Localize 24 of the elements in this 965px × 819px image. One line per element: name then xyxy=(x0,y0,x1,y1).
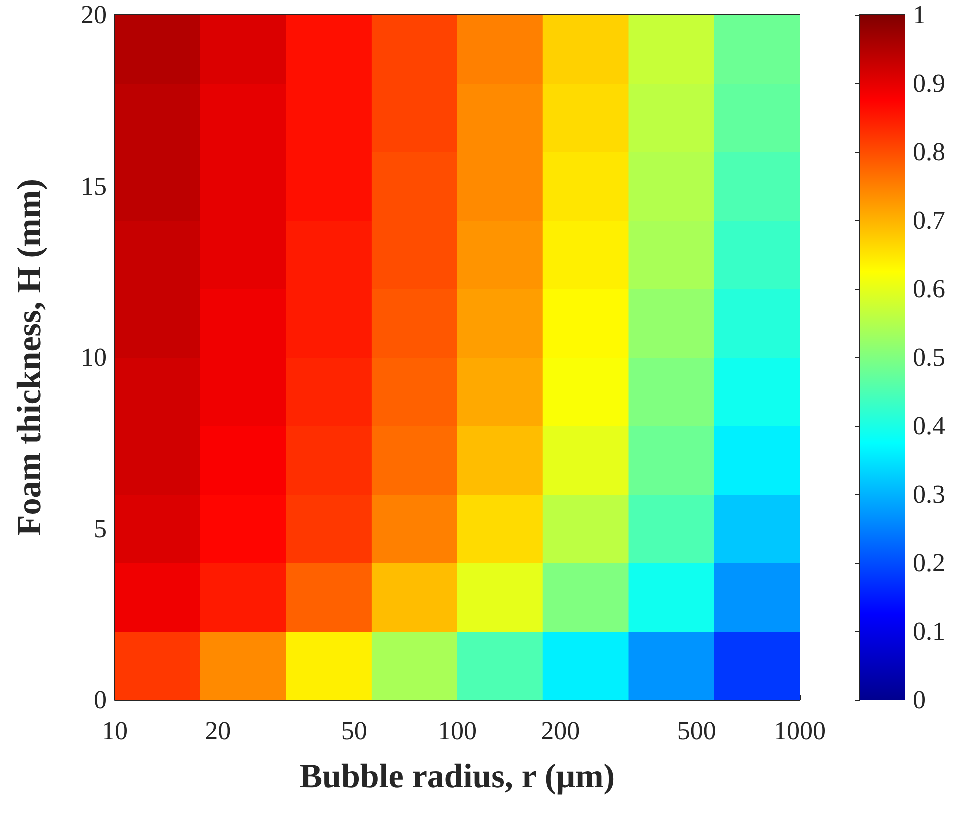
color-bar-label: 1 xyxy=(913,0,926,30)
x-tick-label: 200 xyxy=(541,716,580,746)
x-tick-label: 20 xyxy=(205,716,232,746)
y-tick-label: 10 xyxy=(81,343,107,372)
y-tick-label: 0 xyxy=(94,686,107,714)
y-axis-title: Foam thickness, H (mm) xyxy=(12,179,48,536)
y-tick-label: 15 xyxy=(81,172,107,201)
x-tick-label: 50 xyxy=(341,716,368,746)
color-bar-label: 0.4 xyxy=(913,412,946,440)
color-bar-label: 0.1 xyxy=(913,617,946,646)
color-bar-label: 0.6 xyxy=(913,274,946,304)
color-bar-label: 0.3 xyxy=(913,480,946,509)
y-tick-label: 20 xyxy=(81,0,107,30)
color-bar-label: 0.7 xyxy=(913,206,946,235)
color-bar-label: 0.9 xyxy=(913,69,946,98)
color-bar-label: 0 xyxy=(913,686,926,714)
color-bar-label: 0.8 xyxy=(913,138,946,166)
x-tick-label: 1000 xyxy=(774,716,826,746)
x-tick-label: 100 xyxy=(438,716,477,746)
y-tick-label: 5 xyxy=(94,514,107,544)
color-bar-label: 0.5 xyxy=(913,343,946,372)
x-axis-title: Bubble radius, r (μm) xyxy=(300,758,616,796)
color-bar-label: 0.2 xyxy=(913,548,946,578)
x-tick-label: 500 xyxy=(677,716,716,746)
